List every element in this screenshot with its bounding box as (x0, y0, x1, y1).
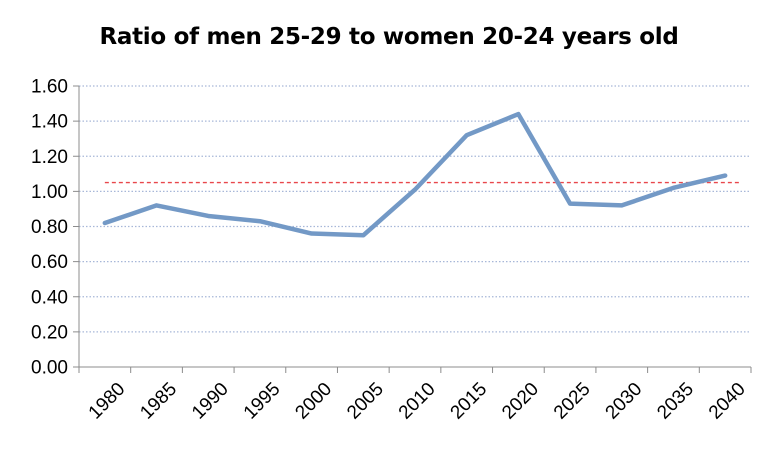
y-tick-label: 0.20 (31, 322, 68, 343)
x-tick-label: 2005 (343, 379, 388, 424)
y-tick-label: 1.00 (31, 182, 68, 203)
y-tick-label: 0.40 (31, 287, 68, 308)
y-tick-label: 0.00 (31, 358, 68, 379)
x-tick-label: 2015 (447, 379, 492, 424)
y-tick-label: 0.80 (31, 217, 68, 238)
series-line (102, 111, 728, 238)
x-tick-label: 1985 (136, 379, 181, 424)
x-tick-label: 1990 (188, 379, 233, 424)
x-tick-label: 2035 (653, 379, 698, 424)
series-group (102, 111, 728, 238)
gridlines (79, 85, 751, 333)
y-tick-label: 0.60 (31, 252, 68, 273)
y-tick-label: 1.20 (31, 147, 68, 168)
x-tick-label: 2040 (705, 379, 750, 424)
x-tick-label: 2020 (498, 379, 543, 424)
x-tick-label: 2030 (602, 379, 647, 424)
x-tick-labels: 1980 1985 1990 1995 2000 2005 2010 2015 2020 2025… (85, 379, 750, 424)
x-tick-label: 1980 (85, 379, 130, 424)
axes (73, 85, 752, 373)
x-tick-label: 2010 (395, 379, 440, 424)
y-tick-label: 1.60 (31, 77, 68, 98)
x-tick-label: 2025 (550, 379, 595, 424)
chart-title: Ratio of men 25-29 to women 20-24 years … (99, 24, 679, 50)
y-tick-labels: 0.00 0.20 0.40 0.60 0.80 1.00 1.20 1.40 1.60 (31, 77, 68, 379)
y-tick-label: 1.40 (31, 112, 68, 133)
x-tick-label: 1995 (240, 379, 285, 424)
x-tick-label: 2000 (291, 379, 336, 424)
